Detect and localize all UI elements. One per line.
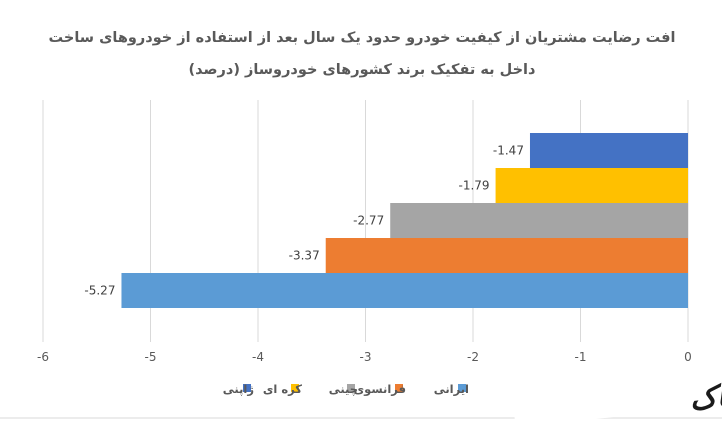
x-tick-label: 0: [684, 350, 692, 364]
x-tick-label: -6: [37, 350, 49, 364]
legend-label: ایرانی: [434, 382, 469, 396]
data-labels: -1.47 -1.79 -2.77 -3.37 -5.27: [84, 144, 524, 298]
legend-swatch: [291, 384, 299, 392]
legend-swatch: [347, 384, 355, 392]
legend-label: کره ای: [263, 382, 302, 396]
bar: [121, 273, 689, 308]
data-label: -1.47: [493, 144, 524, 158]
x-tick-label: -1: [575, 350, 587, 364]
bar: [325, 238, 688, 273]
x-tick-label: -5: [145, 350, 157, 364]
x-tick-label: -2: [467, 350, 479, 364]
bar: [390, 203, 688, 238]
watermark-logo: تابناک: [508, 375, 722, 423]
watermark-text: تابناک: [688, 375, 722, 418]
x-axis-ticks: -6 -5 -4 -3 -2 -1 0: [37, 350, 692, 364]
bar: [529, 133, 688, 168]
legend-label: ژاپنی: [223, 382, 254, 396]
legend-swatch: [395, 384, 403, 392]
x-tick-label: -4: [252, 350, 264, 364]
bar: [495, 168, 688, 203]
x-tick-label: -3: [360, 350, 372, 364]
data-label: -3.37: [289, 249, 320, 263]
legend-label: فرانسوی: [354, 382, 406, 397]
legend-label: چینی: [329, 382, 358, 396]
legend-swatch: [458, 384, 466, 392]
data-label: -2.77: [353, 214, 384, 228]
chart-title-line1: افت رضایت مشتریان از کیفیت خودرو حدود یک…: [49, 30, 676, 46]
data-label: -5.27: [84, 284, 115, 298]
legend-swatch: [243, 384, 251, 392]
chart-title-line2: داخل به تفکیک برند کشورهای خودروساز (درص…: [189, 62, 536, 78]
data-label: -1.79: [459, 179, 490, 193]
bars: [121, 133, 689, 308]
